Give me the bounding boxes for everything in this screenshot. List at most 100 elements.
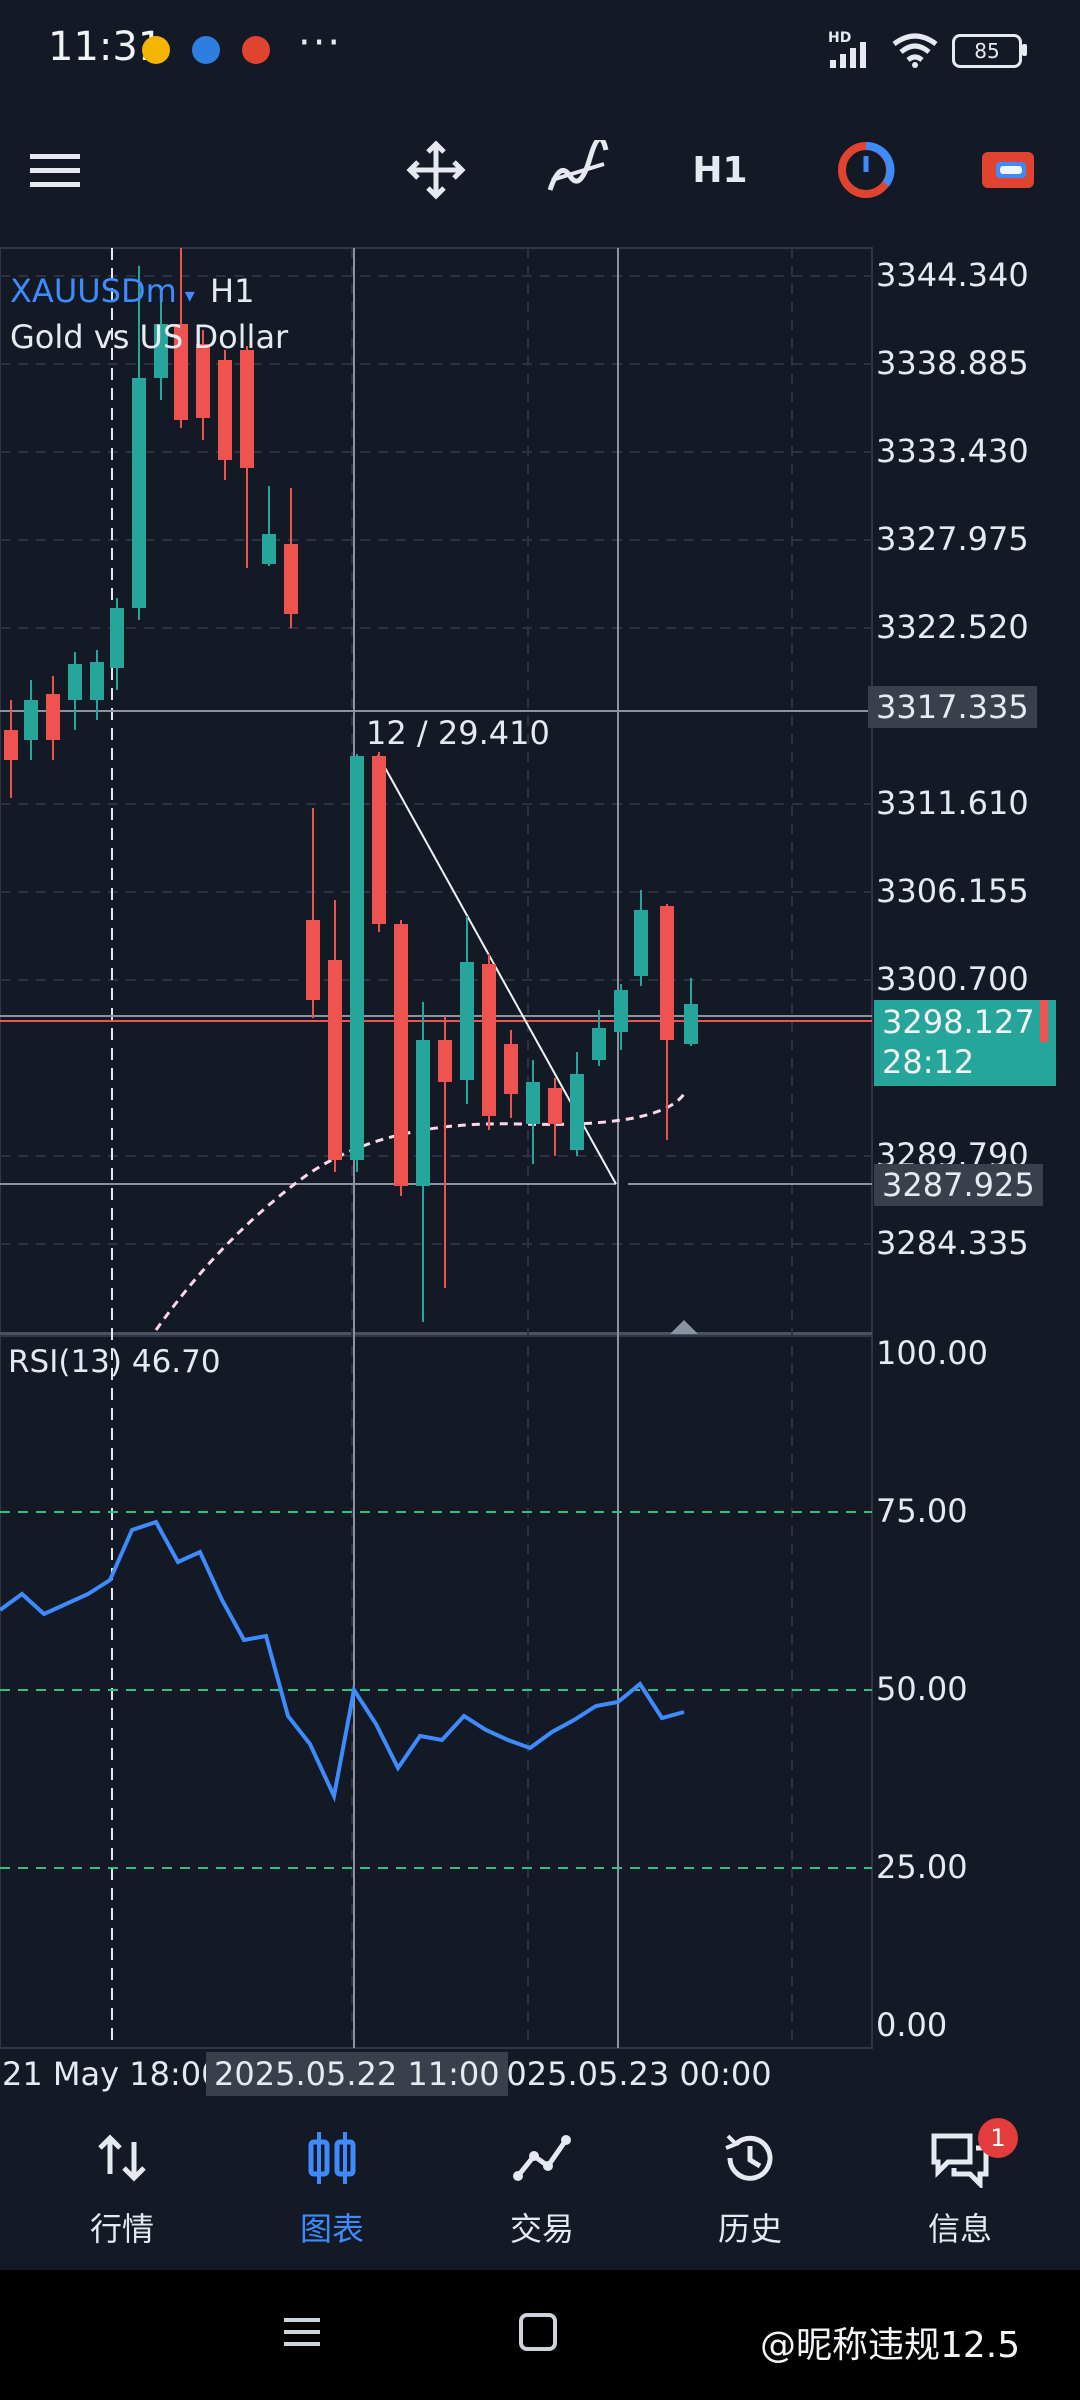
one-click-trading-icon[interactable]	[980, 140, 1036, 200]
recents-icon[interactable]	[282, 2312, 322, 2352]
candle-body	[570, 1074, 584, 1150]
candle-body	[350, 756, 364, 1160]
price-tick: 3300.700	[876, 960, 1029, 998]
candle-body	[240, 350, 254, 468]
nav-history[interactable]: 历史	[670, 2128, 830, 2250]
system-navigation-bar	[0, 2270, 1080, 2400]
candle-body	[174, 324, 188, 420]
home-icon[interactable]	[518, 2312, 558, 2352]
rsi-tick: 75.00	[876, 1492, 968, 1530]
nav-messages[interactable]: 信息	[880, 2128, 1040, 2250]
candle-body	[46, 694, 60, 740]
rsi-tick: 100.00	[876, 1334, 988, 1372]
more-notifications-icon: ···	[298, 20, 343, 66]
nav-trade[interactable]: 交易	[462, 2128, 622, 2250]
candle-body	[548, 1088, 562, 1124]
messages-badge: 1	[978, 2118, 1018, 2158]
candle-body	[526, 1082, 540, 1124]
rsi-tick: 0.00	[876, 2006, 948, 2044]
location-app-icon	[192, 36, 220, 64]
symbol-dropdown-icon[interactable]: ▾	[184, 283, 195, 307]
hd-indicator: HD	[828, 30, 852, 46]
candle-body	[416, 1040, 430, 1186]
crosshair-value: 12 / 29.410	[366, 714, 550, 752]
candle-body	[328, 960, 342, 1160]
price-tick: 3322.520	[876, 608, 1029, 646]
battery-icon: 85	[952, 34, 1022, 68]
nav-label: 交易	[509, 2210, 574, 2248]
red-app-icon	[242, 36, 270, 64]
rsi-tick: 25.00	[876, 1848, 968, 1886]
candle-body	[110, 608, 124, 668]
candle-body	[482, 964, 496, 1116]
candle-body	[24, 700, 38, 740]
period-timer-icon[interactable]	[836, 140, 896, 200]
candle-body	[132, 378, 146, 608]
candle-body	[504, 1044, 518, 1094]
nav-label: 信息	[927, 2210, 992, 2248]
candle-body	[306, 920, 320, 1000]
signal-icon	[830, 42, 866, 68]
candle-body	[372, 756, 386, 924]
candle-body	[660, 906, 674, 1040]
symbol-label[interactable]: XAUUSDm ▾	[10, 272, 195, 310]
candle-body	[154, 324, 168, 378]
scroll-marker	[670, 1320, 698, 1334]
indicators-icon[interactable]	[546, 140, 610, 200]
price-tick: 3306.155	[876, 872, 1029, 910]
candle-body	[218, 360, 232, 460]
trade-line-icon	[513, 2135, 571, 2181]
current-price: 3298.127	[882, 1003, 1035, 1041]
nav-label: 历史	[717, 2210, 782, 2248]
time-axis: 21 May 18:00 2025.05.23 00:00 2025.05.22…	[0, 2052, 1080, 2096]
rsi-line	[0, 1519, 685, 1803]
price-tick: 3344.340	[876, 256, 1029, 294]
price-tick: 3284.335	[876, 1224, 1029, 1262]
price-tick: 3311.610	[876, 784, 1029, 822]
current-price-tag: 3298.127 28:12	[874, 1000, 1056, 1086]
nav-label: 行情	[89, 2210, 154, 2248]
weibo-icon	[142, 36, 170, 64]
candle-body	[68, 664, 82, 700]
time-tick: 2025.05.23 00:00	[486, 2055, 772, 2093]
symbol-name: XAUUSDm	[10, 272, 177, 310]
history-clock-icon	[725, 2134, 773, 2181]
candle-body	[394, 924, 408, 1186]
crosshair-price-tag: 3317.335	[868, 686, 1037, 728]
candle-body	[592, 1028, 606, 1060]
rsi-label[interactable]: RSI(13) 46.70	[8, 1344, 221, 1380]
watermark: @昵称违规12.5	[760, 2325, 1021, 2366]
candle-body	[634, 910, 648, 976]
quotes-arrows-icon	[98, 2134, 146, 2182]
candle-body	[262, 534, 276, 564]
bid-marker	[1040, 1000, 1048, 1042]
symbol-description: Gold vs US Dollar	[10, 318, 289, 356]
time-tick: 21 May 18:00	[2, 2055, 222, 2093]
nav-quotes[interactable]: 行情	[42, 2128, 202, 2250]
candle-body	[438, 1040, 452, 1082]
chart-toolbar	[0, 110, 1080, 230]
candle-body	[4, 730, 18, 760]
wifi-icon	[892, 33, 938, 68]
price-tick: 3338.885	[876, 344, 1029, 382]
nav-label: 图表	[299, 2210, 364, 2248]
horizontal-line-price-tag: 3287.925	[874, 1164, 1043, 1206]
candle-body	[614, 990, 628, 1032]
nav-chart[interactable]: 图表	[252, 2128, 412, 2250]
crosshair-time-tag: 2025.05.22 11:00	[206, 2052, 508, 2096]
candle-body	[196, 344, 210, 418]
candle-body	[284, 544, 298, 614]
price-tick: 3327.975	[876, 520, 1029, 558]
price-tick: 3333.430	[876, 432, 1029, 470]
candle-body	[460, 962, 474, 1080]
rsi-panel-border	[0, 1335, 873, 2049]
candle-body	[684, 1004, 698, 1044]
menu-icon[interactable]	[28, 140, 84, 200]
rsi-tick: 50.00	[876, 1670, 968, 1708]
price-chart[interactable]	[0, 240, 1080, 2052]
bar-countdown: 28:12	[882, 1043, 975, 1081]
timeframe-button[interactable]: H1	[692, 149, 748, 191]
chart-candles-icon	[308, 2132, 356, 2184]
move-crosshair-icon[interactable]	[406, 140, 466, 200]
candle-body	[90, 662, 104, 700]
